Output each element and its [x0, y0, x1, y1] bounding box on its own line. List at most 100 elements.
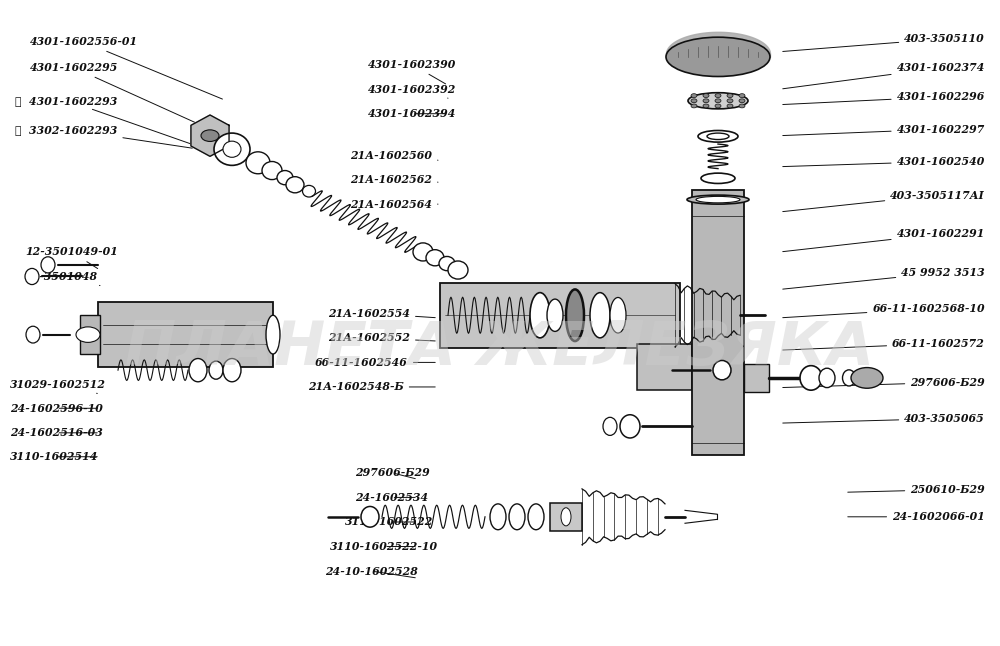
Text: 250610-Б29: 250610-Б29 [848, 484, 985, 495]
Ellipse shape [189, 359, 207, 382]
Ellipse shape [800, 366, 822, 390]
Text: 21А-1602554: 21А-1602554 [328, 307, 435, 319]
Circle shape [76, 327, 100, 342]
Text: 403-3505117АІ: 403-3505117АІ [783, 189, 985, 212]
Text: 4301-1602540: 4301-1602540 [783, 156, 985, 167]
Text: 3110-1602514: 3110-1602514 [10, 451, 98, 463]
Text: 66-11-1602568-10: 66-11-1602568-10 [783, 303, 985, 318]
Text: ②  3302-1602293: ② 3302-1602293 [15, 123, 192, 148]
Ellipse shape [713, 360, 731, 380]
Ellipse shape [509, 504, 525, 530]
Circle shape [727, 94, 733, 98]
Ellipse shape [698, 130, 738, 142]
Bar [744, 364, 769, 392]
Circle shape [739, 104, 745, 108]
Text: 4301-1602556-01: 4301-1602556-01 [30, 36, 222, 99]
Ellipse shape [25, 269, 39, 285]
Text: 24-1602596-10: 24-1602596-10 [10, 402, 103, 414]
Bar [440, 283, 680, 348]
Text: 31029-1602512: 31029-1602512 [10, 379, 106, 393]
Text: 3110-1602522-10: 3110-1602522-10 [330, 541, 438, 552]
Circle shape [703, 94, 709, 98]
Text: 24-1602534: 24-1602534 [355, 492, 428, 503]
Text: 403-3505110: 403-3505110 [783, 33, 985, 52]
Text: 53-3501048: 53-3501048 [25, 271, 100, 286]
Ellipse shape [439, 256, 455, 271]
Text: 297606-Б29: 297606-Б29 [355, 467, 430, 479]
Ellipse shape [223, 141, 241, 158]
Ellipse shape [687, 195, 749, 204]
Ellipse shape [666, 37, 770, 76]
Ellipse shape [528, 504, 544, 530]
Ellipse shape [603, 417, 617, 435]
Text: 24-1602066-01: 24-1602066-01 [848, 511, 985, 523]
Circle shape [201, 130, 219, 141]
Text: 66-11-1602546: 66-11-1602546 [315, 357, 435, 368]
Ellipse shape [819, 368, 835, 388]
Ellipse shape [530, 293, 550, 338]
Text: 4301-1602374: 4301-1602374 [783, 62, 985, 89]
Ellipse shape [561, 508, 571, 526]
Text: 403-3505065: 403-3505065 [783, 413, 985, 424]
Bar [550, 503, 582, 531]
Circle shape [691, 99, 697, 103]
Ellipse shape [26, 326, 40, 343]
Ellipse shape [547, 299, 563, 331]
Bar [80, 315, 100, 354]
Ellipse shape [701, 173, 735, 183]
Ellipse shape [223, 359, 241, 382]
Circle shape [851, 368, 883, 388]
Circle shape [703, 104, 709, 108]
Ellipse shape [266, 315, 280, 354]
Text: 24-10-1602528: 24-10-1602528 [325, 565, 418, 578]
Text: 4301-1602394: 4301-1602394 [368, 108, 456, 120]
Text: 45 9952 3513: 45 9952 3513 [783, 267, 985, 289]
Text: 3110-1602522: 3110-1602522 [345, 516, 433, 528]
Ellipse shape [590, 293, 610, 338]
Text: ①  4301-1602293: ① 4301-1602293 [15, 94, 192, 145]
Ellipse shape [286, 176, 304, 193]
Ellipse shape [426, 250, 444, 266]
Ellipse shape [566, 289, 584, 341]
Ellipse shape [277, 171, 293, 185]
Text: 21А-1602562: 21А-1602562 [350, 174, 438, 185]
Ellipse shape [302, 185, 316, 197]
Circle shape [715, 94, 721, 98]
Ellipse shape [262, 162, 282, 180]
Text: 21А-1602560: 21А-1602560 [350, 149, 438, 161]
Ellipse shape [214, 133, 250, 165]
Text: 4301-1602296: 4301-1602296 [783, 91, 985, 105]
Text: 24-1602516-03: 24-1602516-03 [10, 427, 103, 439]
Ellipse shape [620, 415, 640, 438]
Bar [98, 302, 273, 367]
Text: 66-11-1602572: 66-11-1602572 [783, 338, 985, 350]
Circle shape [715, 99, 721, 103]
Ellipse shape [696, 196, 740, 203]
Text: 4301-1602297: 4301-1602297 [783, 123, 985, 136]
Circle shape [727, 104, 733, 108]
Text: 21А-1602548-Б: 21А-1602548-Б [308, 381, 435, 393]
Ellipse shape [448, 261, 468, 279]
Polygon shape [191, 115, 229, 156]
Text: 12-3501049-01: 12-3501049-01 [25, 246, 118, 269]
Circle shape [739, 94, 745, 98]
Text: 4301-1602392: 4301-1602392 [368, 83, 456, 98]
Ellipse shape [490, 504, 506, 530]
Circle shape [703, 99, 709, 103]
Ellipse shape [413, 243, 433, 261]
Text: 21А-1602564: 21А-1602564 [350, 198, 438, 210]
Circle shape [739, 99, 745, 103]
Text: 4301-1602390: 4301-1602390 [368, 59, 456, 84]
Circle shape [715, 104, 721, 108]
Ellipse shape [41, 257, 55, 273]
Text: 297606-Б29: 297606-Б29 [783, 377, 985, 388]
Ellipse shape [246, 152, 270, 174]
Bar [692, 190, 744, 455]
Text: 4301-1602291: 4301-1602291 [783, 228, 985, 252]
Ellipse shape [688, 92, 748, 109]
Circle shape [691, 104, 697, 108]
Text: 4301-1602295: 4301-1602295 [30, 62, 207, 128]
Ellipse shape [361, 506, 379, 527]
Text: ПЛАНЕТА ЖЕЛЕЗЯКА: ПЛАНЕТА ЖЕЛЕЗЯКА [125, 319, 875, 379]
Ellipse shape [610, 297, 626, 333]
